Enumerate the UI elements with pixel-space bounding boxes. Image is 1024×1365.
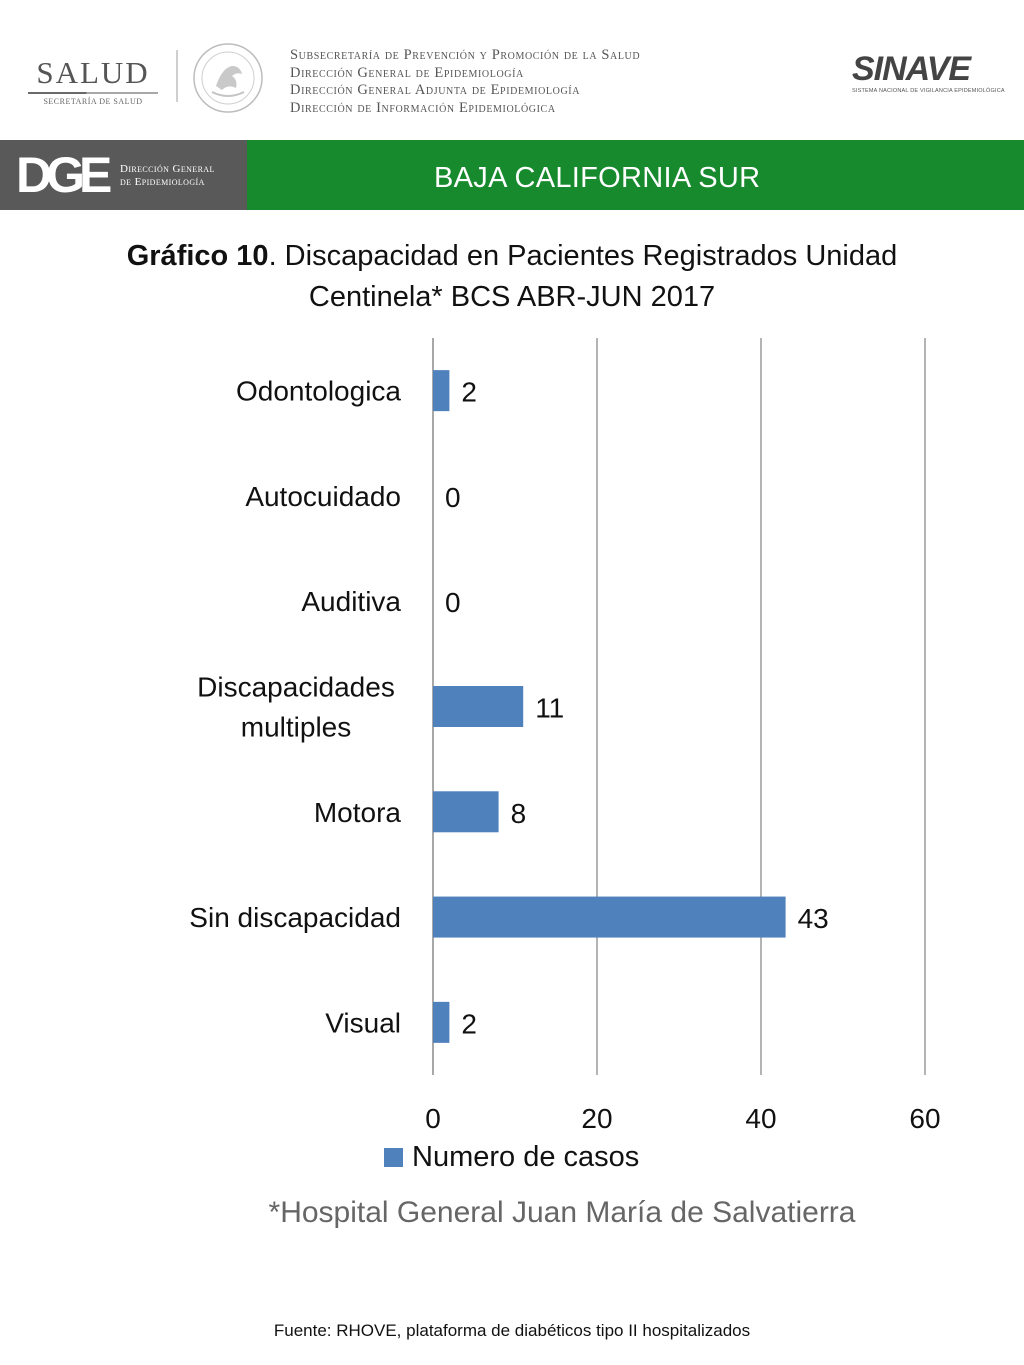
dge-logo: DGE (16, 147, 112, 203)
category-label-line: Autocuidado (245, 481, 401, 512)
dge-logo-text: Dirección General de Epidemiología (120, 163, 215, 189)
category-label-line: multiples (241, 712, 351, 743)
chart-legend: Numero de casos (384, 1141, 639, 1174)
category-label-line: Odontologica (236, 376, 401, 407)
header: SALUD SECRETARÍA DE SALUD Subsecretaría … (0, 0, 1024, 140)
region-name: BAJA CALIFORNIA SUR (434, 162, 761, 194)
x-tick-label-20: 20 (581, 1103, 612, 1134)
value-label-4: 8 (511, 798, 527, 829)
category-label-line: Sin discapacidad (189, 902, 401, 933)
chart-category-labels: Odontologica Autocuidado Auditiva Discapaci… (189, 376, 401, 1039)
chart-value-labels: 2 0 0 11 8 43 2 (445, 377, 829, 1040)
category-label-4: Motora (314, 797, 402, 828)
bar-0 (433, 370, 450, 412)
region-band: DGE Dirección General de Epidemiología B… (0, 140, 1024, 210)
dge-text-line-2: de Epidemiología (120, 176, 205, 188)
dge-panel: DGE Dirección General de Epidemiología (0, 140, 247, 210)
bar-6 (433, 1001, 450, 1043)
chart-tick-labels: 0 20 40 60 (425, 1103, 940, 1134)
value-label-5: 43 (798, 903, 829, 934)
category-label-1: Autocuidado (245, 481, 401, 512)
value-label-1: 0 (445, 482, 461, 513)
category-label-3: Discapacidades multiples (197, 672, 395, 743)
legend-swatch (384, 1148, 403, 1167)
legend-label: Numero de casos (412, 1141, 640, 1173)
chart-bars (433, 370, 786, 1043)
salud-logo: SALUD SECRETARÍA DE SALUD (28, 55, 158, 106)
source-note: Fuente: RHOVE, plataforma de diabéticos … (273, 1321, 751, 1340)
dge-text-line-1: Dirección General (120, 163, 215, 175)
agency-names: Subsecretaría de Prevención y Promoción … (290, 47, 640, 117)
agency-line-3: Dirección General Adjunta de Epidemiolog… (290, 82, 581, 98)
chart-title-text: . Discapacidad en Pacientes Registrados … (268, 240, 898, 313)
sinave-logo-subtitle: SISTEMA NACIONAL DE VIGILANCIA EPIDEMIOL… (852, 88, 1005, 94)
category-label-line: Motora (314, 797, 402, 828)
bar-chart: Odontologica Autocuidado Auditiva Discapaci… (189, 338, 941, 1134)
agency-line-2: Dirección General de Epidemiología (290, 64, 524, 81)
national-seal-icon (193, 43, 263, 113)
value-label-6: 2 (461, 1008, 477, 1039)
category-label-2: Auditiva (301, 586, 401, 617)
bar-4 (433, 791, 499, 833)
bar-5 (433, 896, 786, 938)
category-label-line: Auditiva (301, 586, 401, 617)
salud-logo-word: SALUD (36, 55, 150, 90)
agency-line-1: Subsecretaría de Prevención y Promoción … (290, 47, 641, 63)
value-label-2: 0 (445, 587, 461, 618)
chart-title: Gráfico 10. Discapacidad en Pacientes Re… (60, 236, 964, 318)
agency-line-4: Dirección de Información Epidemiológica (290, 99, 556, 116)
bar-3 (433, 686, 524, 727)
category-label-0: Odontologica (236, 376, 401, 407)
salud-logo-subtitle: SECRETARÍA DE SALUD (43, 97, 143, 106)
x-tick-label-40: 40 (745, 1103, 776, 1134)
x-tick-label-0: 0 (425, 1103, 441, 1134)
sinave-logo-word: SINAVE (852, 50, 971, 88)
region-panel: BAJA CALIFORNIA SUR (247, 140, 1024, 210)
category-label-5: Sin discapacidad (189, 902, 401, 933)
category-label-6: Visual (325, 1007, 401, 1038)
sinave-logo: SINAVE SISTEMA NACIONAL DE VIGILANCIA EP… (852, 50, 1005, 94)
category-label-line: Discapacidades (197, 672, 395, 703)
value-label-3: 11 (535, 693, 564, 724)
value-label-0: 2 (461, 377, 477, 408)
x-tick-label-60: 60 (909, 1103, 940, 1134)
salud-logo-rule (28, 92, 158, 94)
chart-title-number: Gráfico 10 (126, 240, 269, 272)
category-label-line: Visual (325, 1007, 401, 1038)
chart-footnote: *Hospital General Juan María de Salvatie… (268, 1196, 856, 1229)
logo-divider (176, 50, 178, 102)
